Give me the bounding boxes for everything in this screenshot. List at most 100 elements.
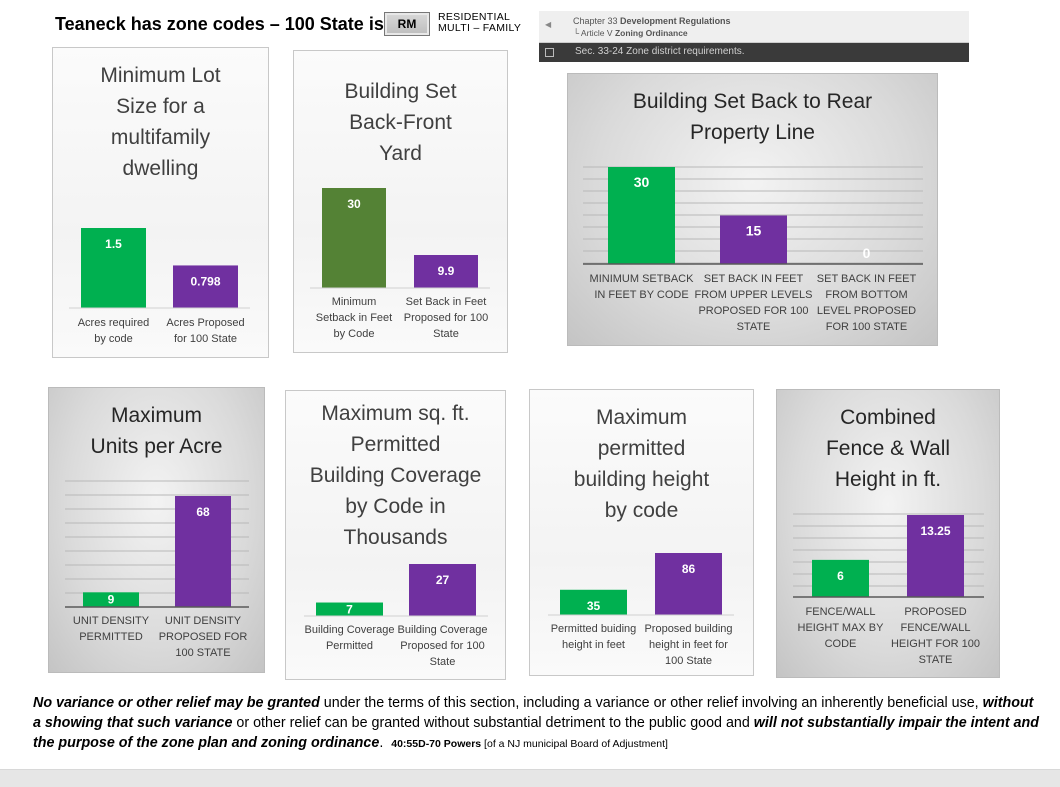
category-label: height in feet for bbox=[649, 639, 728, 651]
chart-title-line: Building Set Back to Rear bbox=[632, 90, 873, 113]
data-label: 0 bbox=[863, 245, 871, 261]
category-label: SET BACK IN FEET bbox=[704, 273, 804, 285]
chart-plot: 7 27 Building Coverage Permitted Building Co… bbox=[304, 564, 488, 668]
chapter-breadcrumb[interactable]: Chapter 33 Development Regulations bbox=[573, 16, 731, 26]
article-breadcrumb[interactable]: └ Article V Zoning Ordinance bbox=[573, 28, 688, 38]
category-label: FROM UPPER LEVELS bbox=[695, 289, 813, 301]
data-label: 0.798 bbox=[190, 274, 220, 288]
category-label: Building Coverage bbox=[398, 624, 488, 636]
category-label: Proposed for 100 bbox=[404, 312, 488, 324]
category-label: Minimum bbox=[332, 296, 377, 308]
chart-title: Building Set Back to Rear Property Line bbox=[568, 86, 937, 148]
data-label: 13.25 bbox=[920, 524, 950, 538]
footer-bold-3: without a showing that such variance bbox=[33, 695, 1034, 731]
category-label: 100 STATE bbox=[175, 647, 230, 659]
footer-bold-5: will not substantially impair the intent… bbox=[33, 715, 1039, 751]
data-label: 68 bbox=[196, 505, 210, 519]
chart-title: Minimum Lot Size for a multifamily dwelling bbox=[53, 60, 268, 184]
bar-rear-setback-1 bbox=[720, 215, 787, 264]
chart-title-line: Building Set bbox=[344, 80, 457, 103]
category-label: Set Back in Feet bbox=[406, 296, 487, 308]
checkbox-icon[interactable] bbox=[545, 48, 554, 57]
category-label: Proposed for 100 bbox=[400, 640, 484, 652]
article-title: Zoning Ordinance bbox=[614, 28, 688, 38]
chart-title-line: Property Line bbox=[690, 121, 815, 144]
category-label: IN FEET BY CODE bbox=[594, 289, 688, 301]
category-label: FROM BOTTOM bbox=[825, 289, 907, 301]
chart-title-line: Thousands bbox=[343, 526, 448, 549]
chart-title-line: by code bbox=[604, 499, 679, 522]
chart-title-line: Size for a bbox=[116, 95, 205, 118]
data-label: 35 bbox=[587, 599, 601, 613]
chart-title: Maximum Units per Acre bbox=[49, 400, 264, 462]
footer-text-2: under the terms of this section, includi… bbox=[319, 695, 983, 711]
chart-title-line: multifamily bbox=[110, 126, 211, 149]
category-label: UNIT DENSITY bbox=[165, 615, 242, 627]
category-label: Acres Proposed bbox=[166, 317, 244, 329]
chart-title-line: Maximum bbox=[110, 404, 202, 427]
chart-title-line: Units per Acre bbox=[90, 435, 223, 458]
category-label: PERMITTED bbox=[79, 631, 143, 643]
triangle-left-icon[interactable]: ◀ bbox=[545, 20, 552, 29]
category-label: STATE bbox=[737, 321, 771, 333]
category-label: Proposed building bbox=[644, 623, 732, 635]
category-label: State bbox=[433, 328, 459, 340]
chart-plot: 1.5 0.798 Acres required by code Acres Propo… bbox=[69, 228, 250, 345]
bar-fence-height-1 bbox=[907, 515, 964, 597]
category-label: Permitted bbox=[326, 640, 373, 652]
category-label: UNIT DENSITY bbox=[73, 615, 150, 627]
chart-title-line: Minimum Lot bbox=[100, 64, 221, 87]
category-label: Building Coverage bbox=[305, 624, 395, 636]
chart-title-line: Height in ft. bbox=[834, 468, 942, 491]
data-label: 86 bbox=[682, 562, 696, 576]
bar-front-setback-1 bbox=[414, 255, 478, 288]
legal-footer: No variance or other relief may be grant… bbox=[33, 693, 1043, 754]
category-label: STATE bbox=[919, 654, 953, 666]
category-label: by Code bbox=[334, 328, 375, 340]
headline: Teaneck has zone codes – 100 State is ir bbox=[55, 14, 401, 34]
category-label: PROPOSED FOR 100 bbox=[698, 305, 808, 317]
footer-text-4: or other relief can be granted without s… bbox=[232, 715, 754, 731]
category-label: FOR 100 STATE bbox=[826, 321, 908, 333]
bar-building-height-1 bbox=[655, 553, 722, 615]
chart-plot: 9 68 UNIT DENSITY PERMITTED UNIT DENSITY PROP… bbox=[65, 480, 249, 659]
category-label: LEVEL PROPOSED bbox=[817, 305, 916, 317]
section-title[interactable]: Sec. 33-24 Zone district requirements. bbox=[575, 46, 745, 57]
category-label: for 100 State bbox=[174, 333, 237, 345]
chart-card-building-coverage: Maximum sq. ft. Permitted Building Coverag… bbox=[285, 390, 506, 680]
category-label: State bbox=[430, 656, 456, 668]
article-prefix: └ Article V bbox=[573, 28, 613, 38]
bar-building-coverage-0 bbox=[316, 602, 383, 616]
zone-badge: RM bbox=[384, 12, 430, 36]
bar-building-height-0 bbox=[560, 589, 627, 615]
zone-label: RESIDENTIAL MULTI – FAMILY bbox=[438, 12, 521, 34]
chart-plot: 6 13.25 FENCE/WALL HEIGHT MAX BY CODE PROPOSE… bbox=[793, 513, 984, 666]
category-label: HEIGHT FOR 100 bbox=[891, 638, 980, 650]
code-navigation: ◀ Chapter 33 Development Regulations └ A… bbox=[539, 11, 969, 62]
chart-title: Maximum permitted building height by code bbox=[530, 402, 753, 526]
chart-card-fence-height: Combined Fence & Wall Height in ft. 6 13.25 F… bbox=[776, 389, 1000, 678]
footer-bold-1: No variance or other relief may be grant… bbox=[33, 695, 320, 711]
chart-card-units-per-acre: Maximum Units per Acre 9 68 UNIT DENSITY PERM… bbox=[48, 387, 265, 673]
chapter-title: Development Regulations bbox=[620, 16, 731, 26]
category-label: FENCE/WALL bbox=[806, 606, 876, 618]
category-label: Acres required bbox=[78, 317, 150, 329]
chart-title-line: by Code in bbox=[345, 495, 446, 518]
chart-plot: 30 15 0 MINIMUM SETBACK IN FEET BY CODE SET B… bbox=[583, 166, 923, 333]
bar-rear-setback-0 bbox=[608, 167, 675, 264]
data-label: 1.5 bbox=[105, 237, 122, 251]
chart-title-line: Combined bbox=[840, 406, 936, 429]
category-label: by code bbox=[94, 333, 133, 345]
chart-title: Combined Fence & Wall Height in ft. bbox=[777, 402, 999, 495]
chart-title-line: Building Coverage bbox=[309, 464, 482, 487]
citation-bold: 40:55D-70 Powers bbox=[391, 738, 482, 750]
chart-card-building-height: Maximum permitted building height by code 35… bbox=[529, 389, 754, 676]
category-label: MINIMUM SETBACK bbox=[590, 273, 695, 285]
chart-card-front-setback: Building Set Back-Front Yard 30 9.9 Minimum Se… bbox=[293, 50, 508, 353]
chart-plot: 35 86 Permitted buiding height in feet Propo… bbox=[548, 553, 734, 667]
category-label: Permitted buiding bbox=[551, 623, 637, 635]
category-label: height in feet bbox=[562, 639, 625, 651]
category-label: PROPOSED FOR bbox=[159, 631, 248, 643]
data-label: 6 bbox=[837, 569, 844, 583]
chart-title-line: Fence & Wall bbox=[825, 437, 951, 460]
